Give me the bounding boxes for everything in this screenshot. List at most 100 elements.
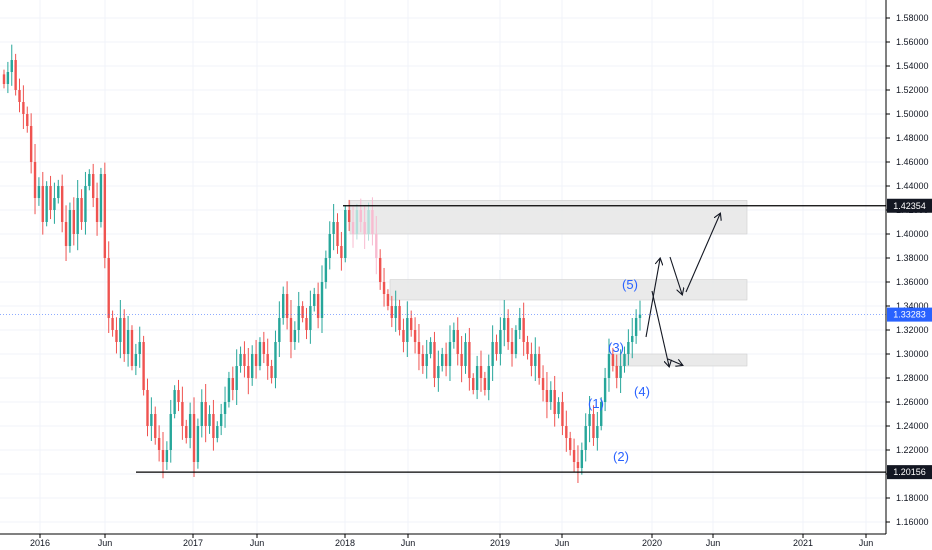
projection-arrows[interactable]	[645, 214, 720, 366]
candle-body	[68, 210, 72, 246]
y-tick-label: 1.22000	[896, 445, 929, 455]
projection-arrow[interactable]	[651, 290, 669, 366]
candle-body	[60, 186, 64, 222]
candle-body	[499, 330, 502, 354]
candle-body	[293, 330, 297, 342]
x-axis-ticks: 2016 Jun 2017 Jun 2018 Jun 2019 Jun 2020 Jun 2021 J…	[30, 534, 873, 548]
y-tick-label: 1.38000	[896, 253, 929, 263]
candle-body	[320, 282, 324, 318]
y-tick-label: 1.54000	[896, 61, 929, 71]
candle-body	[444, 354, 448, 366]
candle-body	[192, 414, 196, 462]
candle-body	[91, 174, 95, 198]
candle-body	[409, 318, 413, 330]
axes	[0, 0, 887, 535]
candle-body	[359, 210, 362, 222]
candle-body	[111, 318, 114, 330]
y-tick-label: 1.16000	[896, 517, 929, 527]
candle-body	[627, 342, 630, 354]
x-tick-label: 2021	[793, 538, 813, 548]
candle-body	[417, 342, 421, 354]
candle-body	[22, 102, 25, 114]
current-price-tag-label: 1.33283	[893, 310, 926, 320]
candle-body	[134, 354, 138, 366]
candle-body	[185, 426, 188, 438]
candle-body	[10, 60, 13, 72]
candle-body	[247, 366, 250, 378]
candle-body	[126, 330, 130, 354]
candle-body	[29, 126, 33, 162]
level-price-tag-label: 1.42354	[893, 201, 926, 211]
resistance-zone	[389, 279, 748, 301]
y-tick-label: 1.28000	[896, 373, 929, 383]
candle-body	[37, 186, 41, 198]
candle-body	[99, 174, 103, 222]
candle-body	[301, 306, 304, 318]
candle-body	[561, 402, 564, 426]
projection-arrow[interactable]	[685, 214, 720, 293]
candle-body	[231, 378, 235, 390]
candle-body	[270, 366, 273, 378]
candle-body	[336, 222, 339, 246]
projection-arrow[interactable]	[667, 358, 682, 365]
candle-body	[305, 318, 308, 330]
candle-body	[107, 258, 110, 318]
candle-body	[611, 354, 615, 366]
candle-body	[475, 366, 479, 390]
candle-body	[398, 306, 401, 330]
wave-label-5: (5)	[622, 277, 638, 292]
candle-body	[204, 402, 207, 426]
y-tick-label: 1.32000	[896, 325, 929, 335]
wave-label-1: (1)	[588, 396, 604, 411]
candle-body	[227, 378, 231, 402]
candle-body	[441, 354, 444, 366]
level-price-tag	[887, 198, 932, 213]
candle-body	[603, 378, 607, 402]
candle-body	[510, 342, 514, 354]
candle-body	[200, 402, 203, 426]
candle-body	[600, 402, 603, 426]
y-axis-ticks: 1.160001.180001.200001.220001.240001.260…	[886, 13, 929, 527]
x-tick-label: Jun	[706, 538, 721, 548]
candle-body	[363, 222, 366, 234]
candle-body	[154, 414, 157, 438]
y-tick-label: 1.18000	[896, 493, 929, 503]
candle-body	[150, 414, 153, 426]
candle-body	[344, 210, 347, 258]
candle-body	[177, 390, 180, 402]
candle-body	[634, 318, 638, 336]
candle-body	[371, 210, 374, 234]
projection-arrow[interactable]	[645, 259, 660, 338]
x-tick-label: 2016	[30, 538, 50, 548]
candle-body	[219, 414, 223, 426]
candle-body	[615, 366, 618, 378]
candle-body	[64, 222, 68, 246]
price-tags: 1.42354 1.20156 1.33283	[887, 198, 932, 480]
candle-body	[80, 198, 83, 222]
horizontal-levels[interactable]	[0, 205, 886, 473]
wave-label-2: (2)	[613, 449, 629, 464]
candle-body	[313, 294, 316, 306]
x-tick-label: Jun	[250, 538, 265, 548]
projection-arrow[interactable]	[669, 256, 682, 294]
candle-body	[576, 462, 580, 468]
candle-body	[425, 354, 428, 366]
candle-body	[33, 162, 37, 198]
x-tick-label: 2018	[335, 538, 355, 548]
y-tick-label: 1.52000	[896, 85, 929, 95]
candle-body	[282, 294, 285, 318]
candle-body	[103, 174, 107, 258]
candle-body	[278, 318, 281, 342]
y-tick-label: 1.46000	[896, 157, 929, 167]
candle-body	[452, 330, 456, 342]
candle-body	[196, 426, 200, 462]
y-tick-label: 1.58000	[896, 13, 929, 23]
candle-body	[324, 258, 328, 282]
candle-body	[584, 426, 587, 450]
candle-body	[456, 330, 459, 354]
y-tick-label: 1.56000	[896, 37, 929, 47]
candle-body	[41, 186, 44, 222]
candle-body	[289, 318, 293, 342]
candle-body	[243, 354, 246, 366]
